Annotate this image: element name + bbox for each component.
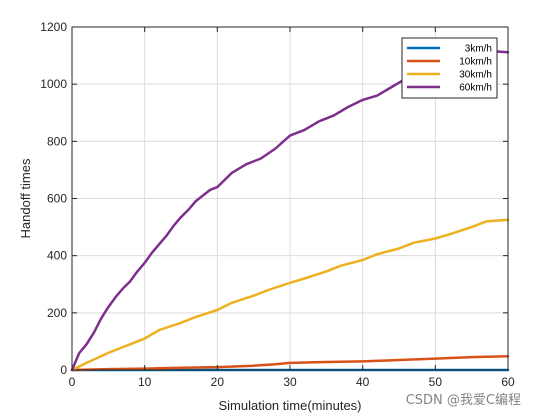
- x-tick-label: 40: [356, 375, 370, 389]
- x-tick-label: 10: [138, 375, 152, 389]
- x-tick-label: 60: [501, 375, 515, 389]
- y-tick-label: 1200: [40, 20, 67, 34]
- y-tick-label: 0: [60, 363, 67, 377]
- series-line-10km-h: [70, 355, 510, 372]
- x-tick-label: 50: [429, 375, 443, 389]
- y-tick-label: 800: [47, 134, 67, 148]
- legend-label: 60km/h: [459, 83, 492, 94]
- legend-label: 30km/h: [459, 70, 492, 81]
- y-tick-label: 200: [47, 306, 67, 320]
- x-tick-label: 30: [283, 375, 297, 389]
- legend-label: 10km/h: [459, 57, 492, 68]
- y-tick-label: 600: [47, 192, 67, 206]
- y-tick-label: 400: [47, 249, 67, 263]
- series-line-30km-h: [70, 218, 510, 372]
- y-axis-label: Handoff times: [18, 158, 33, 238]
- legend-label: 3km/h: [465, 44, 492, 55]
- y-tick-label: 1000: [40, 77, 67, 91]
- watermark: CSDN @我爱C编程: [405, 393, 521, 408]
- x-tick-label: 0: [69, 375, 76, 389]
- x-tick-label: 20: [211, 375, 225, 389]
- legend: 3km/h 10km/h 30km/h 60km/h: [401, 37, 498, 99]
- x-axis-label: Simulation time(minutes): [218, 398, 361, 413]
